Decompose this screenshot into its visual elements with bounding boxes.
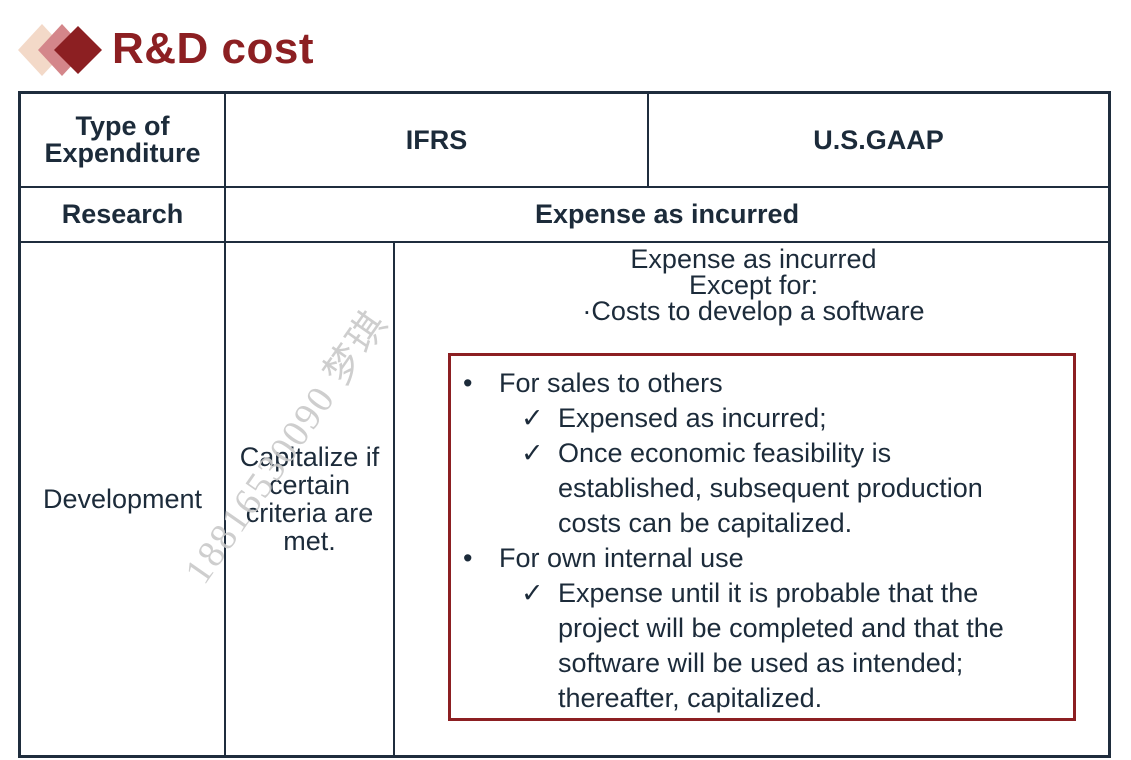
check-text: Once economic feasibility is <box>558 438 892 468</box>
development-ifrs-cell: Capitalize if certain criteria are met. <box>226 243 393 755</box>
bullet-icon: • <box>463 543 473 573</box>
diamond-logo-icon <box>18 24 102 76</box>
col-divider-header <box>647 91 649 187</box>
check-icon: ✓ <box>521 578 544 608</box>
row-divider-2 <box>18 241 1111 243</box>
table-border-top <box>18 91 1111 94</box>
development-ifrs-text: Capitalize if certain criteria are met. <box>239 442 380 556</box>
bullet-icon: • <box>463 368 473 398</box>
header-usgaap: U.S.GAAP <box>649 94 1108 186</box>
check-text: thereafter, capitalized. <box>558 683 823 713</box>
table-border-right <box>1108 91 1111 758</box>
check-icon: ✓ <box>521 403 544 433</box>
check-text: costs can be capitalized. <box>558 508 853 538</box>
software-cost-box: • For sales to others ✓ Expensed as incu… <box>448 353 1076 721</box>
check-text: project will be completed and that the <box>558 613 1004 643</box>
row-divider-1 <box>18 186 1111 188</box>
header-ifrs: IFRS <box>226 94 647 186</box>
research-label-cell: Research <box>21 188 224 241</box>
bullet-text: For own internal use <box>499 543 744 573</box>
col-divider-dev <box>393 241 395 758</box>
bullet-text: For sales to others <box>499 368 723 398</box>
header-ifrs-label: IFRS <box>405 124 468 155</box>
title-area: R&D cost <box>18 18 618 82</box>
research-value-cell: Expense as incurred <box>226 188 1108 241</box>
development-label-cell: Development <box>21 243 224 755</box>
check-text: established, subsequent production <box>558 473 983 503</box>
check-text: Expensed as incurred; <box>558 403 827 433</box>
table-border-bottom <box>18 755 1111 758</box>
col-divider-1 <box>224 91 226 758</box>
page-title: R&D cost <box>112 24 315 73</box>
intro-line: ·Costs to develop a software <box>582 296 925 326</box>
intro-line: Expense as incurred <box>630 244 877 274</box>
check-icon: ✓ <box>521 438 544 468</box>
development-label: Development <box>42 483 203 514</box>
research-label: Research <box>61 199 184 229</box>
header-usgaap-label: U.S.GAAP <box>813 124 944 155</box>
header-type-label: Type of Expenditure <box>44 111 201 168</box>
usgaap-intro: Expense as incurred Except for: ·Costs t… <box>396 244 1111 326</box>
research-value: Expense as incurred <box>534 199 800 229</box>
check-text: software will be used as intended; <box>558 648 964 678</box>
header-type-of-expenditure: Type of Expenditure <box>21 94 224 186</box>
intro-line: Except for: <box>688 270 819 300</box>
comparison-table: Type of Expenditure IFRS U.S.GAAP Resear… <box>18 91 1111 758</box>
table-border-left <box>18 91 21 758</box>
check-text: Expense until it is probable that the <box>558 578 979 608</box>
